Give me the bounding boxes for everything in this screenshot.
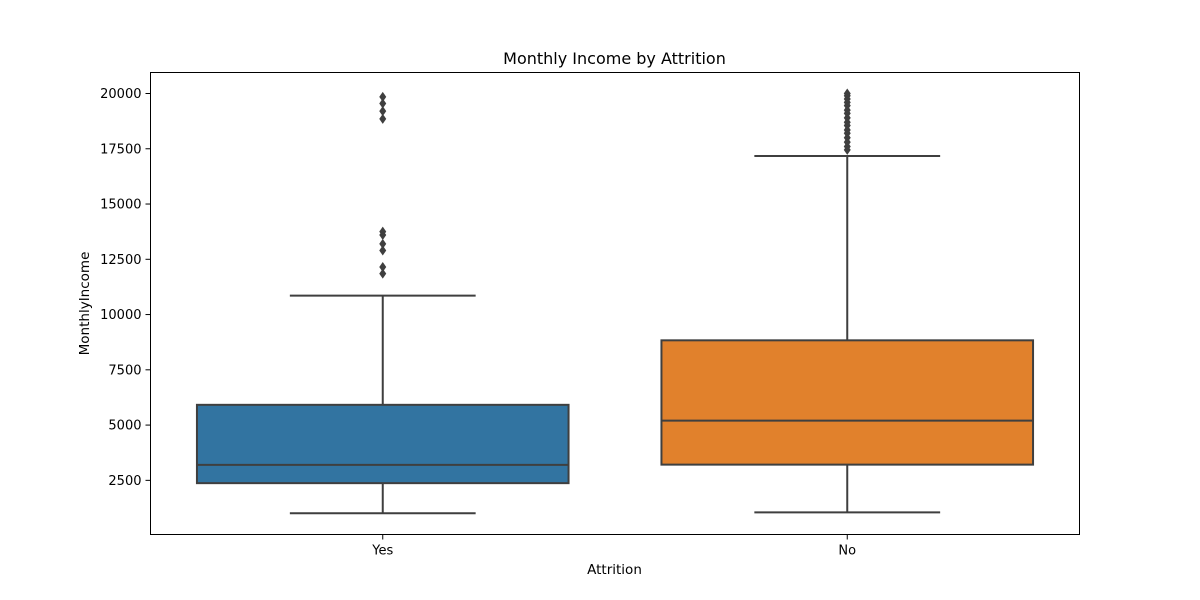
y-axis: 2500 5000 7500 10000 12500 15000 17500 20000 bbox=[100, 87, 151, 489]
plot-frame bbox=[150, 72, 1080, 535]
outlier-point bbox=[379, 106, 387, 117]
y-tick-label: 7500 bbox=[108, 363, 141, 378]
y-tick-label: 2500 bbox=[108, 474, 141, 489]
y-tick-label: 15000 bbox=[100, 198, 141, 213]
outlier-point bbox=[379, 226, 387, 237]
y-tick-label: 5000 bbox=[108, 419, 141, 434]
outlier-point bbox=[379, 238, 387, 249]
box-group-no bbox=[660, 88, 1035, 514]
box-group-yes bbox=[195, 91, 570, 515]
chart-title: Monthly Income by Attrition bbox=[503, 49, 726, 68]
plot-marks bbox=[195, 88, 1035, 515]
y-tick-label: 17500 bbox=[100, 142, 141, 157]
y-tick-label: 12500 bbox=[100, 253, 141, 268]
x-tick-label: No bbox=[838, 544, 856, 559]
outlier-point bbox=[379, 268, 387, 279]
iqr-box bbox=[660, 339, 1035, 466]
outlier-point bbox=[379, 262, 387, 273]
y-tick-label: 10000 bbox=[100, 308, 141, 323]
y-axis-title: MonthlyIncome bbox=[77, 252, 93, 356]
outlier-point bbox=[843, 88, 851, 99]
iqr-box bbox=[195, 403, 570, 485]
x-axis: Yes No bbox=[371, 534, 856, 559]
outlier-point bbox=[379, 98, 387, 109]
x-tick-label: Yes bbox=[371, 544, 393, 559]
outlier-point bbox=[379, 113, 387, 124]
y-tick-label: 20000 bbox=[100, 87, 141, 102]
outlier-point bbox=[379, 91, 387, 102]
outlier-point bbox=[379, 245, 387, 256]
x-axis-title: Attrition bbox=[587, 562, 642, 578]
